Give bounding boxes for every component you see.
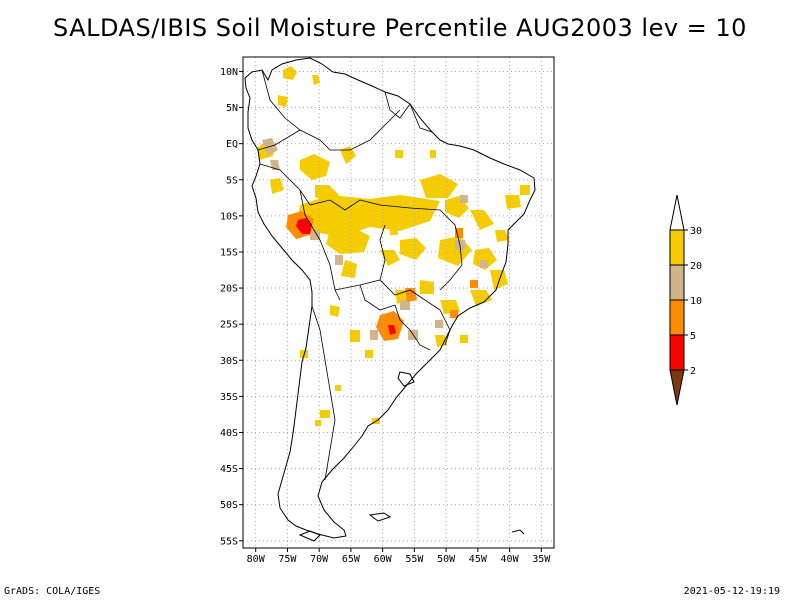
lon-tick-label: 40W bbox=[501, 554, 520, 565]
legend-level-label: 20 bbox=[690, 261, 702, 272]
lat-tick-label: 20S bbox=[220, 284, 238, 295]
lat-tick-label: 5S bbox=[226, 175, 238, 186]
axis-labels: 80W 75W 70W 65W 60W 55W 50W 45W 40W 35W 10N 5N EQ 5S 1… bbox=[220, 67, 551, 565]
lat-tick-label: EQ bbox=[226, 139, 238, 150]
country-borders bbox=[257, 69, 463, 481]
footer-timestamp: 2021-05-12-19:19 bbox=[683, 586, 780, 597]
lat-tick-label: 30S bbox=[220, 356, 238, 367]
legend-level-label: 2 bbox=[690, 366, 696, 377]
lon-tick-label: 75W bbox=[278, 554, 297, 565]
legend-arrow-bottom bbox=[669, 369, 685, 406]
lat-tick-label: 35S bbox=[220, 392, 238, 403]
lon-tick-label: 55W bbox=[405, 554, 424, 565]
lon-tick-label: 65W bbox=[342, 554, 361, 565]
lat-tick-label: 5N bbox=[226, 103, 238, 114]
legend-level-label: 5 bbox=[690, 331, 696, 342]
lat-tick-label: 55S bbox=[220, 536, 238, 547]
legend-level-label: 30 bbox=[690, 226, 702, 237]
lat-tick-label: 45S bbox=[220, 464, 238, 475]
map-title: SALDAS/IBIS Soil Moisture Percentile AUG… bbox=[53, 14, 747, 42]
legend-swatch bbox=[669, 334, 685, 371]
lat-tick-label: 15S bbox=[220, 247, 238, 258]
legend-swatch bbox=[669, 264, 685, 301]
lat-tick-label: 50S bbox=[220, 500, 238, 511]
map-frame bbox=[242, 56, 555, 549]
soil-moisture-patches bbox=[257, 66, 530, 426]
legend-swatch bbox=[669, 229, 685, 266]
axis-ticks bbox=[239, 70, 542, 552]
legend-level-label: 10 bbox=[690, 296, 702, 307]
lat-tick-label: 25S bbox=[220, 320, 238, 331]
patches-20-30 bbox=[257, 66, 530, 426]
coastline bbox=[244, 57, 536, 542]
patches-2-5 bbox=[296, 218, 396, 335]
lat-tick-label: 10S bbox=[220, 211, 238, 222]
lat-tick-label: 10N bbox=[220, 67, 238, 78]
legend-arrow-top bbox=[669, 194, 685, 231]
lon-tick-label: 70W bbox=[310, 554, 329, 565]
footer-credit: GrADS: COLA/IGES bbox=[4, 586, 101, 597]
lon-tick-label: 50W bbox=[437, 554, 456, 565]
lon-tick-label: 35W bbox=[532, 554, 551, 565]
lon-tick-label: 80W bbox=[247, 554, 266, 565]
lon-tick-label: 45W bbox=[469, 554, 488, 565]
color-legend: 30 20 10 5 2 bbox=[669, 194, 702, 406]
lon-tick-label: 60W bbox=[374, 554, 393, 565]
lat-tick-label: 40S bbox=[220, 428, 238, 439]
legend-swatch bbox=[669, 299, 685, 336]
